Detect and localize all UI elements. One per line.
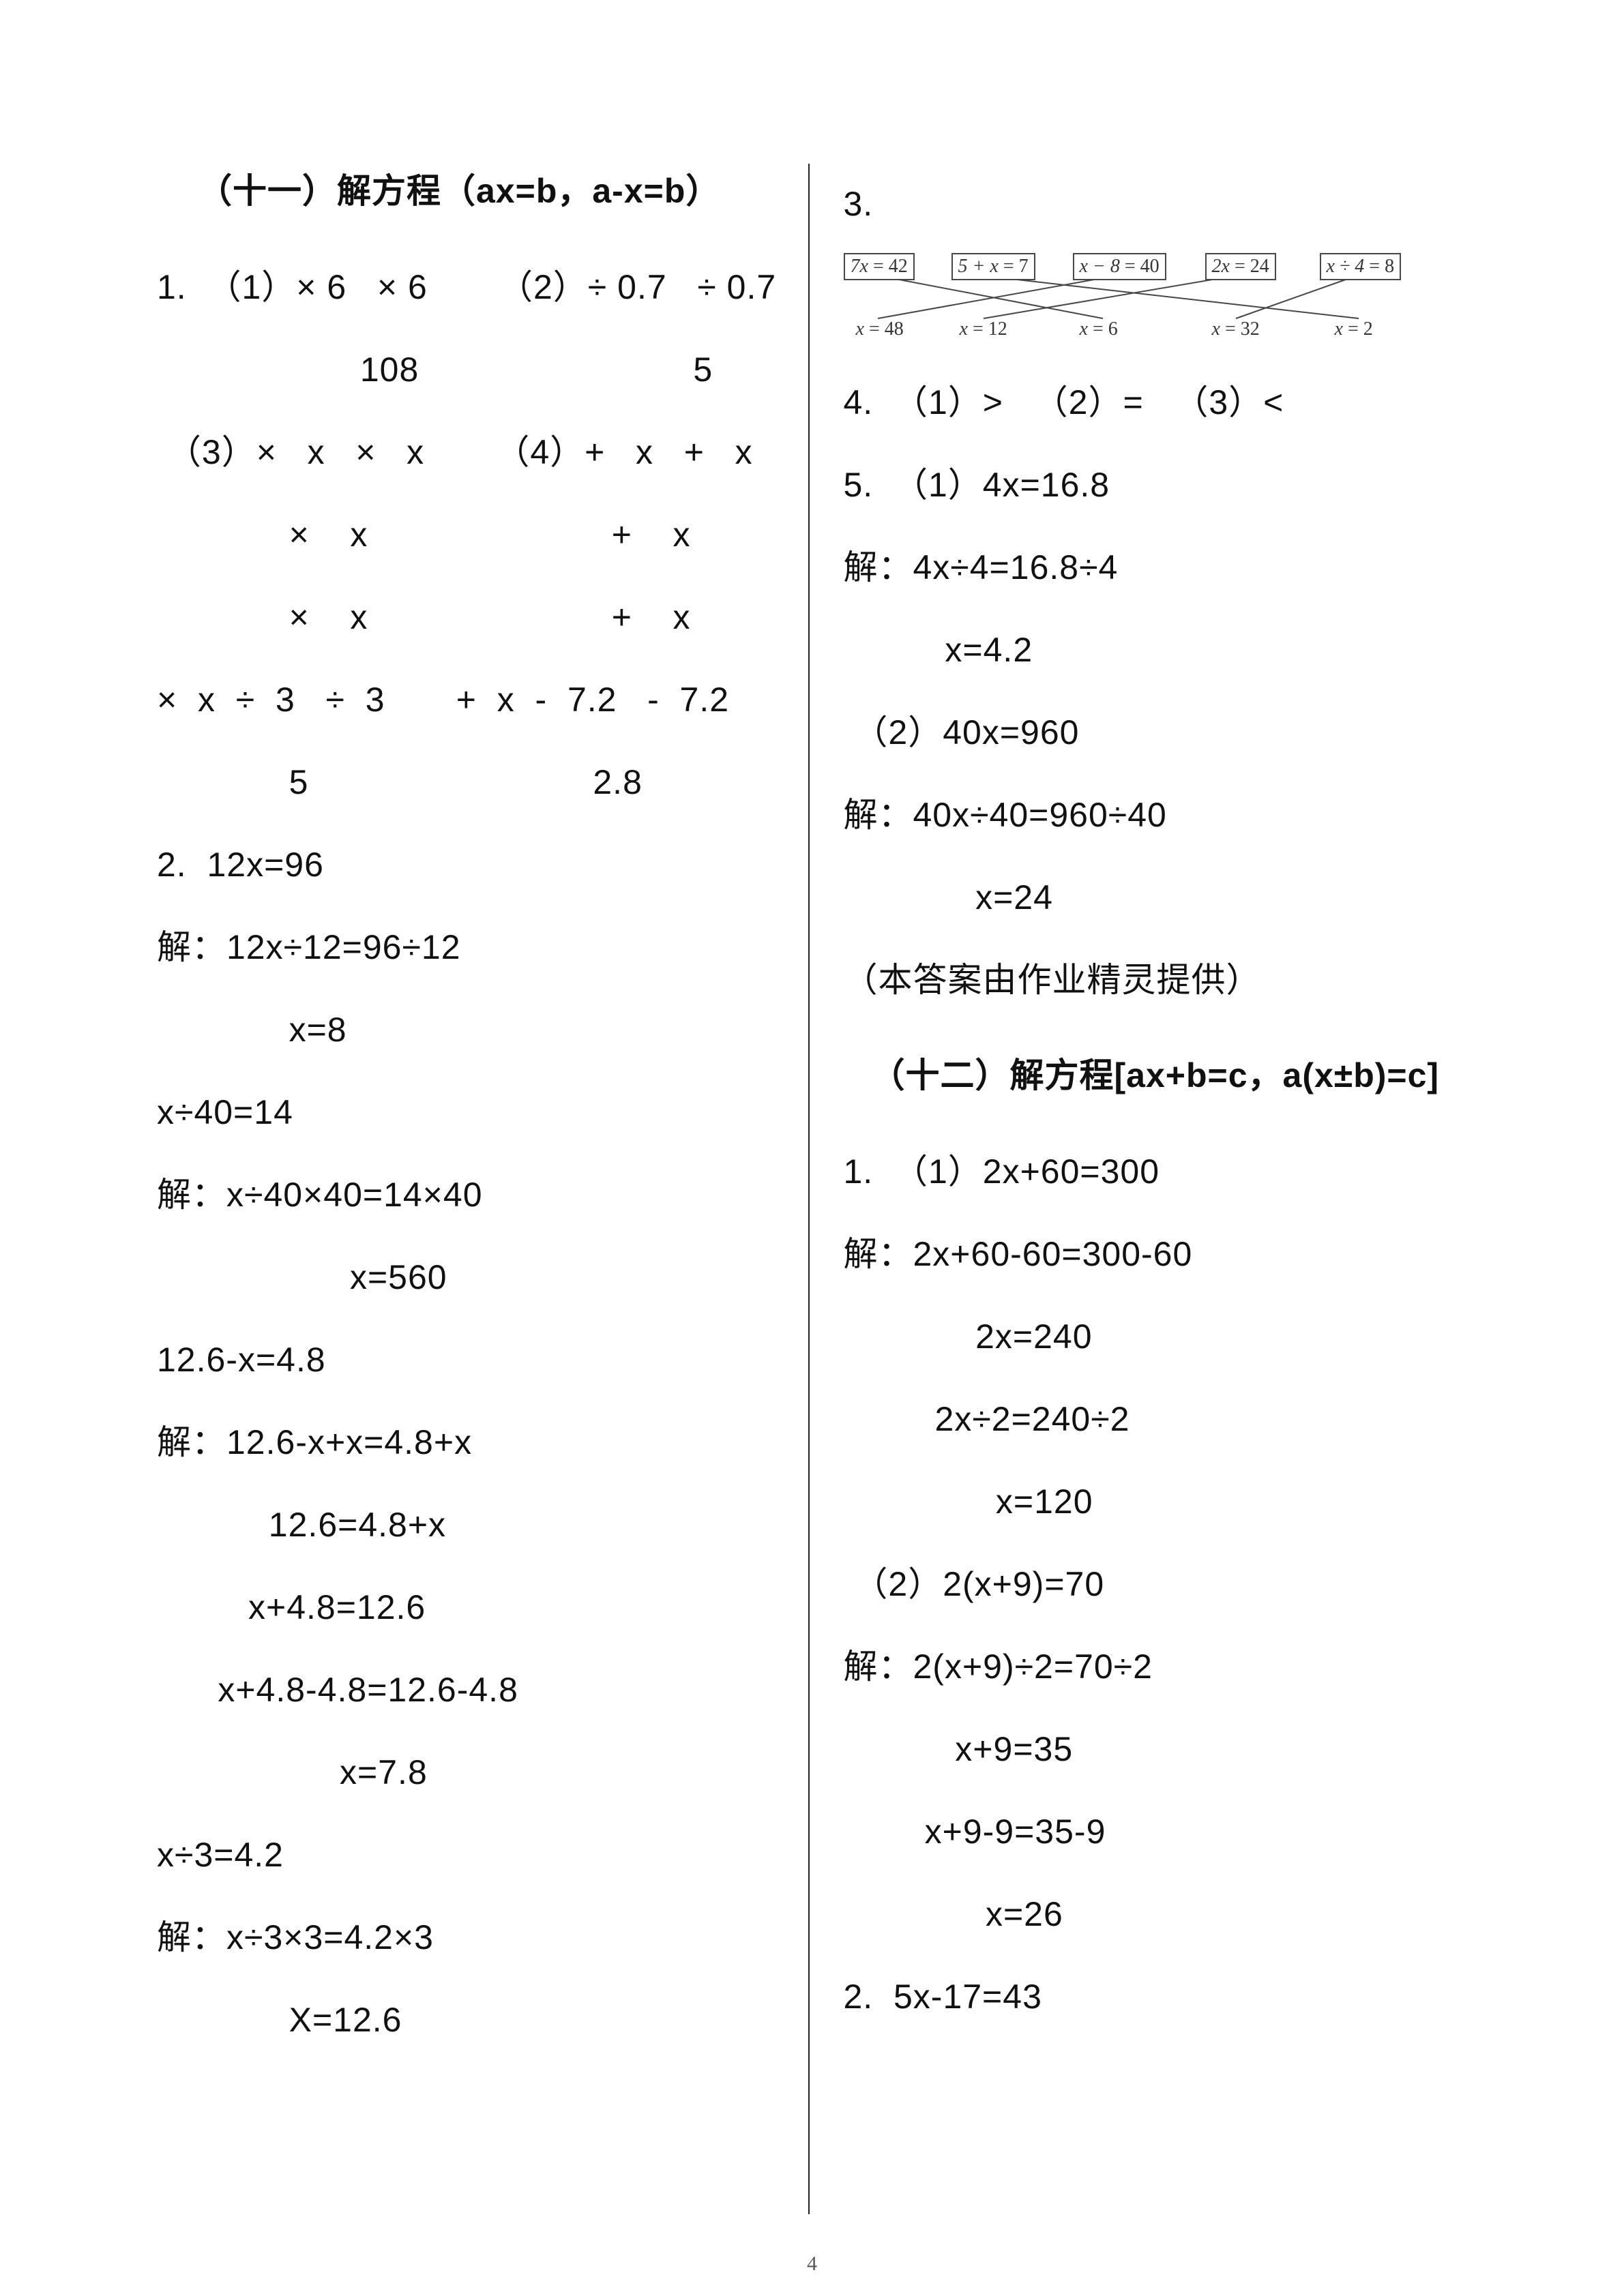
text-line: x=560 xyxy=(157,1237,781,1318)
match-top-box: 7x = 42 xyxy=(844,253,915,280)
match-top-box: x − 8 = 40 xyxy=(1073,253,1166,280)
section-11-heading: （十一）解方程（ax=b，a-x=b） xyxy=(157,164,781,213)
match-edge xyxy=(984,276,1232,318)
match-edge xyxy=(1236,276,1355,318)
match-bottom-label: x = 12 xyxy=(960,318,1007,340)
text-line: 1. （1）× 6 × 6 （2）÷ 0.7 ÷ 0.7 xyxy=(157,247,781,328)
text-line: 解：2(x+9)÷2=70÷2 xyxy=(844,1626,1468,1708)
match-bottom-label: x = 48 xyxy=(856,318,904,340)
text-line: 解：x÷3×3=4.2×3 xyxy=(157,1897,781,1978)
text-line: 2. 12x=96 xyxy=(157,824,781,906)
text-line: 2. 5x-17=43 xyxy=(844,1956,1468,2038)
text-line: x+4.8-4.8=12.6-4.8 xyxy=(157,1650,781,1731)
section-12-heading: （十二）解方程[ax+b=c，a(x±b)=c] xyxy=(844,1048,1468,1097)
text-line: 4. （1）> （2）= （3）< xyxy=(844,362,1468,443)
right-column: 3. 7x = 42 5 + x = 7 x − 8 = 40 2x = 24 x ÷ … xyxy=(808,164,1468,2214)
text-line: x÷3=4.2 xyxy=(157,1815,781,1896)
text-line: 12.6-x=4.8 xyxy=(157,1320,781,1401)
text-line: 解：12.6-x+x=4.8+x xyxy=(157,1402,781,1483)
text-line: x=4.2 xyxy=(844,610,1468,691)
match-top-box: 5 + x = 7 xyxy=(951,253,1035,280)
text-line: （本答案由作业精灵提供） xyxy=(844,940,1468,1021)
text-line: （2）40x=960 xyxy=(844,692,1468,773)
text-line: （3）× x × x （4）+ x + x xyxy=(157,412,781,493)
match-edge xyxy=(987,276,1359,318)
text-line: 5. （1）4x=16.8 xyxy=(844,445,1468,526)
text-line: 解：12x÷12=96÷12 xyxy=(157,907,781,988)
text-line: 解：x÷40×40=14×40 xyxy=(157,1154,781,1236)
text-line: × x ÷ 3 ÷ 3 + x - 7.2 - 7.2 xyxy=(157,659,781,741)
text-line: 2x÷2=240÷2 xyxy=(844,1379,1468,1460)
text-line: x=120 xyxy=(844,1461,1468,1542)
page-container: （十一）解方程（ax=b，a-x=b） 1. （1）× 6 × 6 （2）÷ 0… xyxy=(157,164,1467,2214)
text-line: x=8 xyxy=(157,989,781,1071)
text-line: 解：4x÷4=16.8÷4 xyxy=(844,527,1468,608)
text-line: x÷40=14 xyxy=(157,1072,781,1153)
left-content: 1. （1）× 6 × 6 （2）÷ 0.7 ÷ 0.7 108 5 （3）× … xyxy=(157,247,781,2061)
text-line: 1. （1）2x+60=300 xyxy=(844,1131,1468,1212)
text-line: （2）2(x+9)=70 xyxy=(844,1544,1468,1625)
text-line: 解：40x÷40=960÷40 xyxy=(844,775,1468,856)
text-line: x+4.8=12.6 xyxy=(157,1567,781,1648)
match-bottom-label: x = 32 xyxy=(1212,318,1260,340)
text-line: x=26 xyxy=(844,1874,1468,1955)
text-line: X=12.6 xyxy=(157,1980,781,2061)
match-top-box: 2x = 24 xyxy=(1205,253,1276,280)
text-line: 12.6=4.8+x xyxy=(157,1485,781,1566)
text-line: 108 5 xyxy=(157,329,781,411)
text-line: × x + x xyxy=(157,577,781,658)
text-line: 解：2x+60-60=300-60 xyxy=(844,1214,1468,1295)
left-column: （十一）解方程（ax=b，a-x=b） 1. （1）× 6 × 6 （2）÷ 0… xyxy=(157,164,808,2214)
text-line: x+9=35 xyxy=(844,1709,1468,1790)
q3-label: 3. xyxy=(844,164,1468,245)
match-bottom-label: x = 6 xyxy=(1080,318,1118,340)
text-line: × x + x xyxy=(157,494,781,576)
right-lines-after-match: 4. （1）> （2）= （3）<5. （1）4x=16.8解：4x÷4=16.… xyxy=(844,362,1468,1021)
match-bottom-label: x = 2 xyxy=(1335,318,1373,340)
right-lines-section12: 1. （1）2x+60=300解：2x+60-60=300-60 2x=240 … xyxy=(844,1131,1468,2038)
text-line: x=7.8 xyxy=(157,1732,781,1813)
matching-diagram: 7x = 42 5 + x = 7 x − 8 = 40 2x = 24 x ÷ 4 =… xyxy=(844,253,1423,342)
text-line: x=24 xyxy=(844,857,1468,938)
text-line: x+9-9=35-9 xyxy=(844,1791,1468,1873)
match-top-box: x ÷ 4 = 8 xyxy=(1320,253,1402,280)
page-number: 4 xyxy=(807,2252,817,2276)
text-line: 2x=240 xyxy=(844,1296,1468,1377)
text-line: 5 2.8 xyxy=(157,742,781,823)
